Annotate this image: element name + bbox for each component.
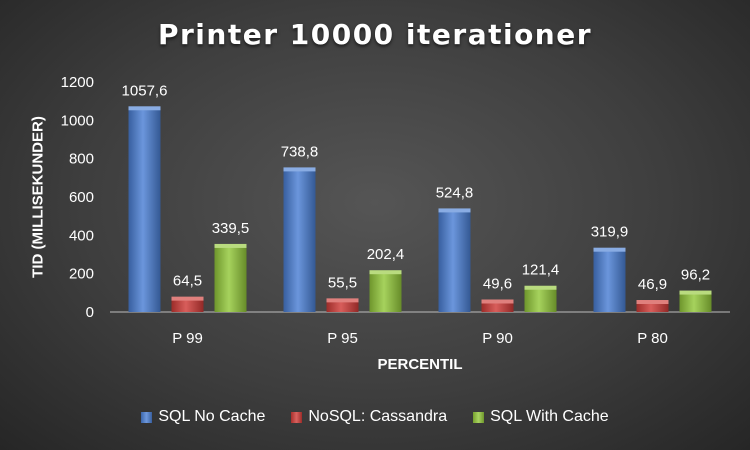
- legend-swatch-sql-with-cache: [473, 411, 485, 423]
- legend: SQL No Cache NoSQL: Cassandra SQL With C…: [0, 408, 750, 426]
- legend-label-sql-with-cache: SQL With Cache: [490, 408, 609, 425]
- data-label-sql-with-cache-p-80: 96,2: [681, 267, 710, 284]
- y-tick-label-200: 200: [69, 266, 94, 283]
- bar-sql-with-cache-p-99: [214, 246, 247, 312]
- bar-sql-with-cache-p-90: [524, 288, 557, 312]
- bar-top-sql-with-cache-p-95: [369, 270, 402, 275]
- data-label-sql-with-cache-p-99: 339,5: [212, 220, 250, 237]
- y-tick-label-800: 800: [69, 151, 94, 168]
- x-tick-label-p-95: P 95: [327, 330, 358, 347]
- data-label-nosql-cassandra-p-99: 64,5: [173, 273, 202, 290]
- y-tick-label-1000: 1000: [61, 112, 94, 129]
- bar-sql-with-cache-p-95: [369, 273, 402, 312]
- bar-top-sql-no-cache-p-90: [438, 208, 471, 213]
- data-label-sql-no-cache-p-90: 524,8: [436, 184, 474, 201]
- bar-sql-no-cache-p-99: [128, 109, 161, 312]
- bar-top-nosql-cassandra-p-80: [636, 300, 669, 305]
- bar-top-nosql-cassandra-p-99: [171, 296, 204, 301]
- x-axis-label: PERCENTIL: [377, 356, 463, 373]
- bar-top-sql-no-cache-p-99: [128, 106, 161, 111]
- bar-sql-no-cache-p-80: [593, 250, 626, 312]
- data-label-sql-with-cache-p-95: 202,4: [367, 246, 405, 263]
- legend-item-nosql-cassandra: NoSQL: Cassandra: [291, 408, 447, 426]
- x-tick-label-p-99: P 99: [172, 330, 203, 347]
- data-label-sql-no-cache-p-80: 319,9: [591, 224, 629, 241]
- data-label-sql-with-cache-p-90: 121,4: [522, 262, 560, 279]
- bar-top-sql-no-cache-p-80: [593, 247, 626, 252]
- chart-title: Printer 10000 iterationer: [157, 18, 593, 51]
- legend-item-sql-no-cache: SQL No Cache: [141, 408, 265, 426]
- y-tick-label-1200: 1200: [61, 74, 94, 91]
- bar-sql-no-cache-p-95: [283, 170, 316, 312]
- bar-top-nosql-cassandra-p-90: [481, 299, 514, 304]
- legend-label-nosql-cassandra: NoSQL: Cassandra: [308, 408, 448, 425]
- bar-nosql-cassandra-p-80: [636, 303, 669, 312]
- legend-swatch-sql-no-cache: [141, 411, 153, 423]
- data-label-sql-no-cache-p-95: 738,8: [281, 143, 319, 160]
- x-tick-label-p-80: P 80: [637, 330, 668, 347]
- legend-swatch-nosql-cassandra: [291, 411, 303, 423]
- data-label-nosql-cassandra-p-95: 55,5: [328, 274, 357, 291]
- data-label-sql-no-cache-p-99: 1057,6: [122, 82, 168, 99]
- bar-top-nosql-cassandra-p-95: [326, 298, 359, 303]
- bar-top-sql-with-cache-p-99: [214, 243, 247, 248]
- legend-item-sql-with-cache: SQL With Cache: [473, 408, 609, 426]
- bar-nosql-cassandra-p-95: [326, 301, 359, 312]
- y-tick-label-400: 400: [69, 227, 94, 244]
- bar-top-sql-with-cache-p-90: [524, 285, 557, 290]
- data-label-nosql-cassandra-p-90: 49,6: [483, 275, 512, 292]
- bar-nosql-cassandra-p-90: [481, 302, 514, 312]
- bar-sql-with-cache-p-80: [679, 293, 712, 312]
- bar-sql-no-cache-p-90: [438, 211, 471, 312]
- legend-label-sql-no-cache: SQL No Cache: [158, 408, 266, 425]
- bar-top-sql-no-cache-p-95: [283, 167, 316, 172]
- y-tick-label-0: 0: [86, 304, 94, 321]
- y-tick-label-600: 600: [69, 189, 94, 206]
- bar-top-sql-with-cache-p-80: [679, 290, 712, 295]
- data-label-nosql-cassandra-p-80: 46,9: [638, 276, 667, 293]
- x-tick-label-p-90: P 90: [482, 330, 513, 347]
- bar-nosql-cassandra-p-99: [171, 299, 204, 312]
